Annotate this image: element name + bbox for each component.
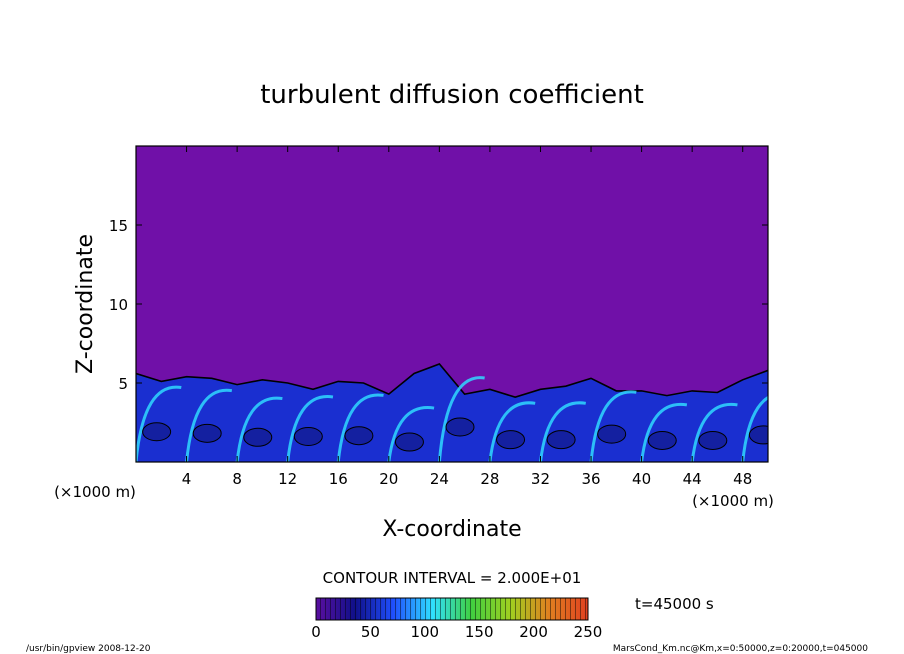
x-tick-label: 48 [733,470,752,488]
chart-title: turbulent diffusion coefficient [260,80,644,110]
footer-right: MarsCond_Km.nc@Km,x=0:50000,z=0:20000,t=… [613,644,868,654]
x-axis-unit-left: (×1000 m) [54,483,136,501]
colorbar-tick-label: 50 [361,623,380,641]
y-axis-label: Z-coordinate [73,234,98,374]
x-axis-unit-right: (×1000 m) [692,492,774,510]
colorbar: 0 50 100 150 200 250 [311,597,602,641]
boundary-layer-contour [136,363,768,399]
colorbar-tick-label: 100 [410,623,439,641]
y-tick-label: 5 [118,375,128,393]
eddy-filament [690,402,738,462]
eddy-core [748,425,768,445]
x-tick-label: 24 [430,470,449,488]
x-axis-label: X-coordinate [382,517,521,542]
eddy-core [243,427,273,447]
eddy-filament [235,396,283,462]
footer-left: /usr/bin/gpview 2008-12-20 [26,644,151,654]
y-tick-label: 10 [109,296,128,314]
eddy-filament [136,385,182,462]
x-tick-label: 28 [480,470,499,488]
eddy-core [647,430,677,450]
x-tick-label: 36 [581,470,600,488]
colorbar-tick-label: 150 [465,623,494,641]
eddy-core [546,430,576,450]
y-tick-label: 15 [109,217,128,235]
eddy-core [698,430,728,450]
time-label: t=45000 s [635,595,714,613]
eddy-core [597,424,627,444]
colorbar-tick-label: 250 [574,623,603,641]
eddy-filament [336,393,384,462]
x-tick-label: 12 [278,470,297,488]
eddy-core [142,422,172,442]
colorbar-tick-label: 200 [519,623,548,641]
x-tick-label: 32 [531,470,550,488]
eddy-filament [640,402,688,462]
x-tick-label: 4 [182,470,192,488]
eddy-core [344,426,374,446]
eddy-filament [286,395,334,462]
eddy-filament [589,390,637,462]
eddy-filament [185,388,233,462]
x-axis-ticks: 4 8 12 16 20 24 28 32 36 40 44 48 [182,146,752,488]
eddy-filament [741,395,768,462]
eddy-filament [538,401,586,462]
eddy-filament [488,401,536,462]
eddy-structures [136,376,768,462]
colorbar-stripes [316,598,588,620]
plot-area [136,146,768,462]
x-tick-label: 8 [232,470,242,488]
y-axis-ticks: 5 10 15 [109,217,768,393]
colorbar-frame [315,597,589,621]
eddy-filament [387,406,435,462]
x-tick-label: 20 [379,470,398,488]
eddy-filament [437,376,485,462]
eddy-core [394,432,424,452]
x-tick-label: 44 [683,470,702,488]
eddy-core [445,417,475,437]
colorbar-ticks: 0 50 100 150 200 250 [311,623,602,641]
x-tick-label: 16 [329,470,348,488]
contour-interval: CONTOUR INTERVAL = 2.000E+01 [323,569,582,587]
eddy-core [192,423,222,443]
eddy-core [496,430,526,450]
colorbar-tick-label: 0 [311,623,321,641]
eddy-core [293,427,323,446]
x-tick-label: 40 [632,470,651,488]
